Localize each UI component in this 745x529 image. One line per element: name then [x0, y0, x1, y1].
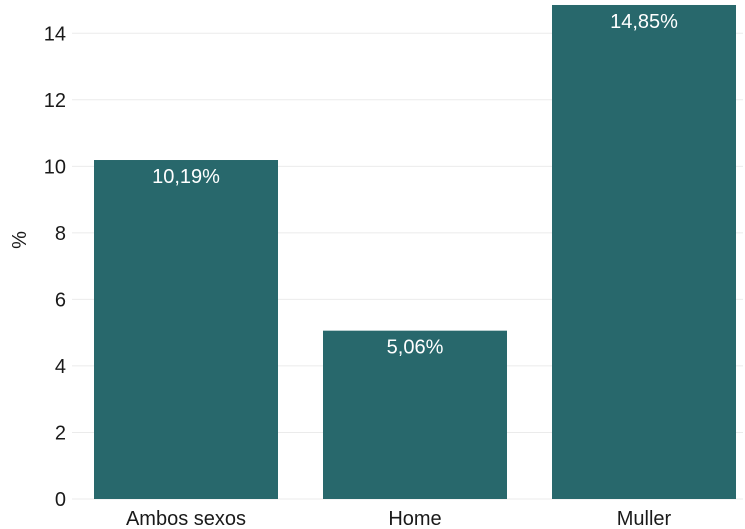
y-tick-label: 4 — [55, 356, 66, 378]
bar-data-label: 14,85% — [610, 11, 678, 33]
x-tick-label: Muller — [617, 508, 672, 529]
y-tick-label: 8 — [55, 223, 66, 245]
bar-2 — [552, 4, 736, 500]
y-axis-ticks: 0 2 4 6 8 10 12 14 — [44, 23, 66, 511]
y-tick-label: 12 — [44, 90, 66, 112]
x-tick-label: Home — [388, 508, 441, 529]
bar-0 — [94, 160, 278, 499]
data-labels: 10,19% 5,06% 14,85% — [152, 11, 678, 359]
x-axis-ticks: Ambos sexos Home Muller — [126, 508, 672, 529]
y-tick-label: 14 — [44, 23, 66, 45]
bar-data-label: 5,06% — [387, 337, 444, 359]
bar-data-label: 10,19% — [152, 166, 220, 188]
bar-1 — [323, 330, 507, 499]
x-tick-label: Ambos sexos — [126, 508, 246, 529]
y-tick-label: 10 — [44, 156, 66, 178]
y-tick-label: 2 — [55, 422, 66, 444]
y-tick-label: 0 — [55, 489, 66, 511]
y-axis-title: % — [9, 231, 31, 249]
bars — [94, 4, 736, 500]
y-tick-label: 6 — [55, 289, 66, 311]
